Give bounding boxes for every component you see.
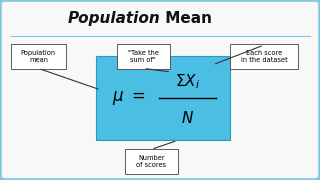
Text: $N$: $N$ (181, 110, 194, 126)
Text: $\mu\ =$: $\mu\ =$ (112, 89, 146, 107)
Text: Number
of scores: Number of scores (136, 155, 166, 168)
Text: Population: Population (67, 11, 160, 26)
FancyBboxPatch shape (11, 44, 66, 69)
Text: $\Sigma X_i$: $\Sigma X_i$ (175, 72, 200, 91)
FancyBboxPatch shape (117, 44, 170, 69)
Text: Population
mean: Population mean (21, 50, 56, 63)
FancyBboxPatch shape (230, 44, 298, 69)
FancyBboxPatch shape (96, 56, 230, 140)
Text: Mean: Mean (160, 11, 212, 26)
FancyBboxPatch shape (125, 148, 178, 174)
Text: Each score
in the dataset: Each score in the dataset (241, 50, 287, 63)
Text: "Take the
sum of": "Take the sum of" (128, 50, 159, 63)
